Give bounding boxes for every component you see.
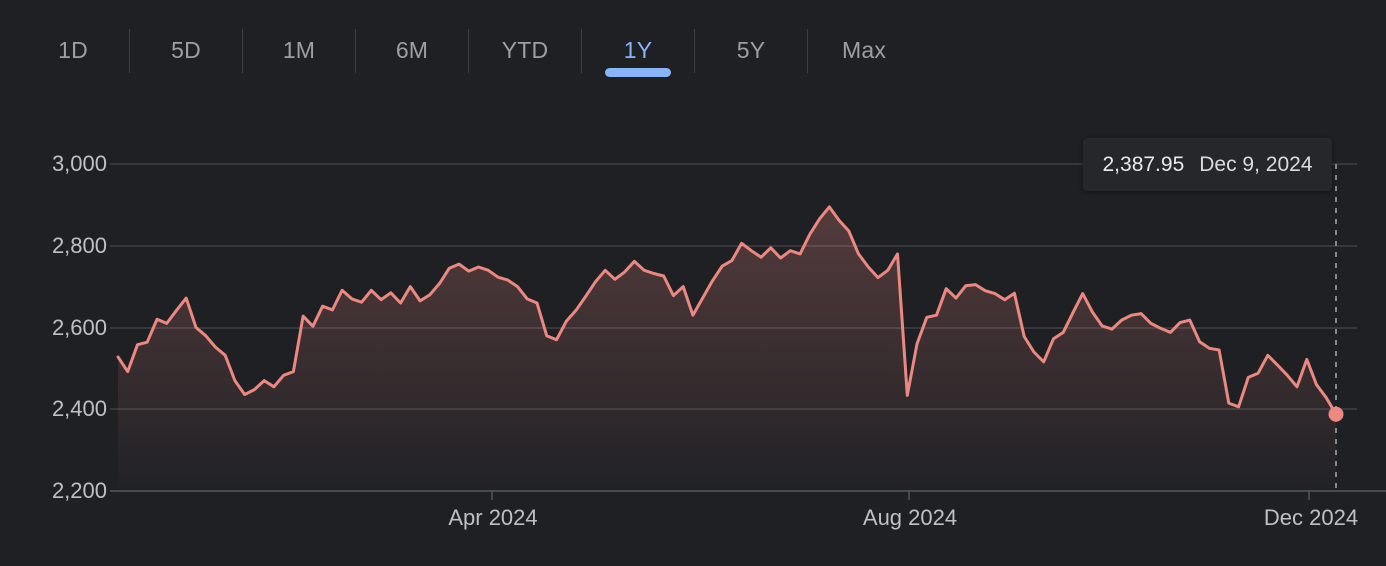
hover-tooltip: 2,387.95 Dec 9, 2024	[1083, 138, 1332, 191]
tab-1y-label: 1Y	[623, 36, 653, 63]
tab-divider	[807, 29, 808, 73]
tab-divider	[468, 29, 469, 73]
y-axis-tick-2400: 2,400	[51, 396, 107, 421]
tab-6m[interactable]: 6M	[356, 23, 468, 77]
y-axis-tick-2800: 2,800	[51, 233, 107, 258]
tooltip-date: Dec 9, 2024	[1199, 152, 1313, 176]
tab-5y[interactable]: 5Y	[695, 23, 807, 77]
tab-ytd-label: YTD	[501, 36, 549, 63]
tab-1y[interactable]: 1Y	[582, 23, 694, 77]
tab-max[interactable]: Max	[808, 23, 920, 77]
y-axis-tick-2200: 2,200	[51, 478, 107, 503]
x-axis-tick-dec-2024: Dec 2024	[1263, 505, 1359, 530]
tab-5d[interactable]: 5D	[130, 23, 242, 77]
tab-5d-label: 5D	[171, 36, 201, 63]
tab-1m[interactable]: 1M	[243, 23, 355, 77]
y-axis-tick-3000: 3,000	[51, 151, 107, 176]
x-axis-tick-apr-2024: Apr 2024	[448, 505, 538, 530]
tab-1d-label: 1D	[58, 36, 88, 63]
tab-divider	[129, 29, 130, 73]
tab-divider	[581, 29, 582, 73]
selected-tab-underline	[605, 68, 671, 77]
tab-1d[interactable]: 1D	[17, 23, 129, 77]
tab-divider	[694, 29, 695, 73]
tab-5y-label: 5Y	[736, 36, 766, 63]
tooltip-price-value: 2,387.95	[1102, 152, 1185, 176]
tab-max-label: Max	[841, 36, 887, 63]
tab-ytd[interactable]: YTD	[469, 23, 581, 77]
tab-1m-label: 1M	[282, 36, 316, 63]
y-axis-tick-2600: 2,600	[51, 315, 107, 340]
tab-6m-label: 6M	[395, 36, 429, 63]
x-axis-tick-aug-2024: Aug 2024	[862, 505, 958, 530]
tab-divider	[242, 29, 243, 73]
tab-divider	[355, 29, 356, 73]
time-range-tabs: 1D 5D 1M 6M YTD 1Y 5Y Max	[17, 23, 920, 77]
